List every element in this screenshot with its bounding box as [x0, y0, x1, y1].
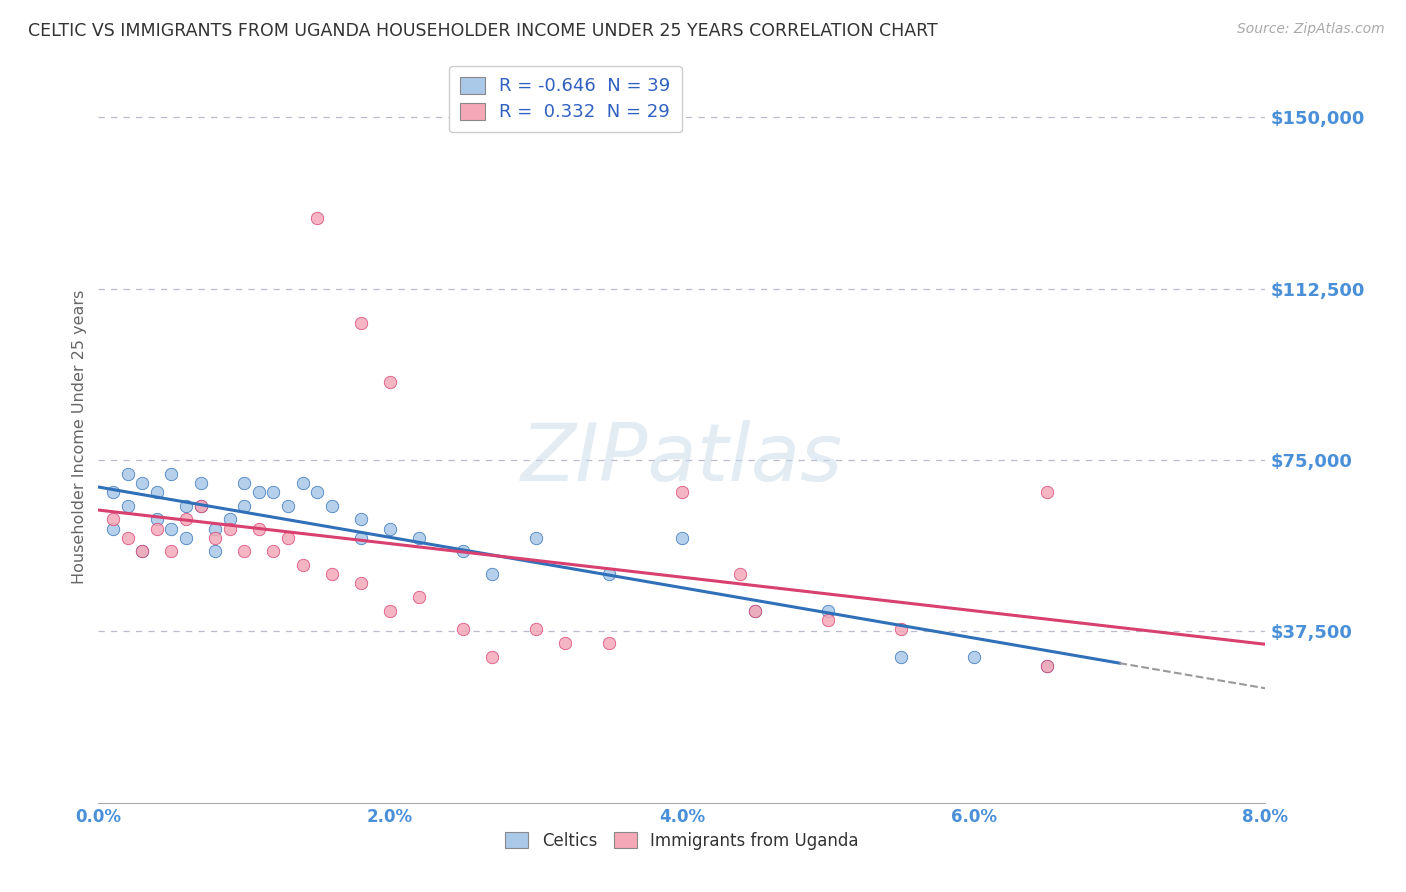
Point	[101, 484, 124, 499]
Point	[890, 649, 912, 664]
Point	[380, 375, 402, 389]
Text: Source: ZipAtlas.com: Source: ZipAtlas.com	[1237, 22, 1385, 37]
Point	[1035, 658, 1057, 673]
Point	[451, 622, 474, 636]
Point	[744, 604, 766, 618]
Point	[146, 484, 169, 499]
Point	[131, 544, 153, 558]
Point	[233, 499, 256, 513]
Point	[671, 531, 693, 545]
Point	[321, 567, 343, 582]
Point	[101, 512, 124, 526]
Point	[190, 499, 212, 513]
Point	[190, 499, 212, 513]
Point	[744, 604, 766, 618]
Point	[890, 622, 912, 636]
Point	[408, 590, 430, 604]
Point	[291, 475, 314, 490]
Point	[160, 521, 183, 535]
Point	[247, 484, 270, 499]
Point	[730, 567, 752, 582]
Point	[101, 521, 124, 535]
Point	[554, 636, 576, 650]
Point	[160, 544, 183, 558]
Point	[174, 499, 197, 513]
Point	[598, 636, 620, 650]
Point	[160, 467, 183, 481]
Point	[174, 531, 197, 545]
Y-axis label: Householder Income Under 25 years: Householder Income Under 25 years	[72, 290, 87, 584]
Point	[204, 544, 226, 558]
Point	[817, 613, 839, 627]
Text: ZIPatlas: ZIPatlas	[520, 420, 844, 498]
Point	[524, 622, 547, 636]
Point	[481, 567, 503, 582]
Point	[233, 475, 256, 490]
Point	[451, 544, 474, 558]
Point	[350, 512, 373, 526]
Point	[262, 544, 284, 558]
Point	[146, 512, 169, 526]
Point	[117, 531, 139, 545]
Point	[1035, 658, 1057, 673]
Point	[307, 484, 329, 499]
Point	[817, 604, 839, 618]
Point	[291, 558, 314, 573]
Point	[277, 531, 299, 545]
Point	[131, 544, 153, 558]
Point	[481, 649, 503, 664]
Point	[350, 316, 373, 330]
Text: CELTIC VS IMMIGRANTS FROM UGANDA HOUSEHOLDER INCOME UNDER 25 YEARS CORRELATION C: CELTIC VS IMMIGRANTS FROM UGANDA HOUSEHO…	[28, 22, 938, 40]
Point	[218, 521, 240, 535]
Point	[247, 521, 270, 535]
Point	[671, 484, 693, 499]
Point	[277, 499, 299, 513]
Point	[1035, 484, 1057, 499]
Point	[962, 649, 984, 664]
Point	[321, 499, 343, 513]
Point	[380, 521, 402, 535]
Point	[204, 531, 226, 545]
Point	[218, 512, 240, 526]
Point	[408, 531, 430, 545]
Point	[117, 499, 139, 513]
Point	[598, 567, 620, 582]
Point	[262, 484, 284, 499]
Point	[117, 467, 139, 481]
Point	[524, 531, 547, 545]
Point	[350, 531, 373, 545]
Point	[131, 475, 153, 490]
Point	[204, 521, 226, 535]
Point	[380, 604, 402, 618]
Point	[233, 544, 256, 558]
Point	[174, 512, 197, 526]
Point	[146, 521, 169, 535]
Point	[190, 475, 212, 490]
Legend: Celtics, Immigrants from Uganda: Celtics, Immigrants from Uganda	[498, 825, 866, 856]
Point	[350, 576, 373, 591]
Point	[307, 211, 329, 225]
